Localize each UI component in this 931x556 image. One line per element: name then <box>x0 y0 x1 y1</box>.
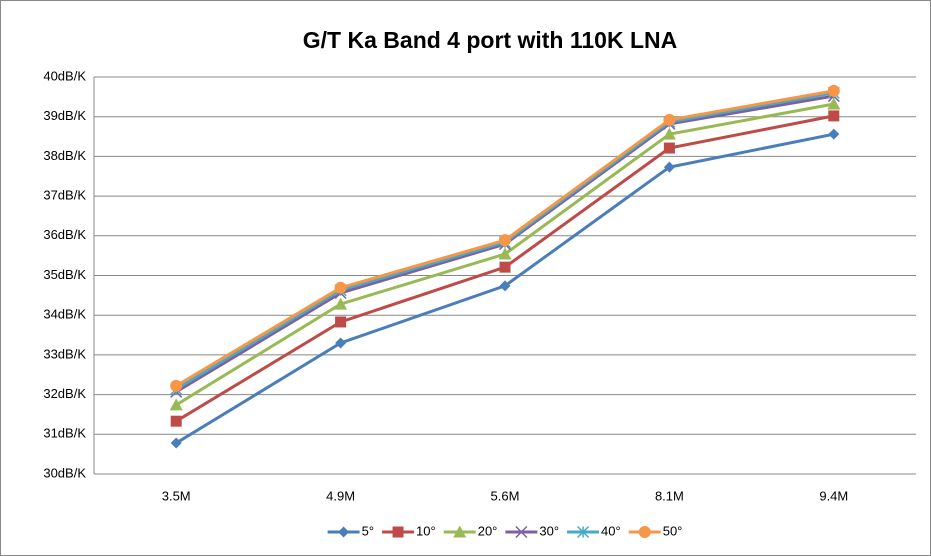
x-tick-label: 3.5M <box>162 488 191 503</box>
marker <box>515 525 528 539</box>
legend-item: 50° <box>628 523 683 538</box>
marker <box>453 525 467 538</box>
marker <box>170 379 183 392</box>
marker <box>338 526 350 538</box>
marker <box>577 525 590 539</box>
marker <box>334 297 348 310</box>
marker <box>170 437 182 449</box>
marker <box>827 97 841 110</box>
marker <box>828 128 840 140</box>
marker <box>499 280 511 292</box>
marker <box>663 142 675 154</box>
legend-item: 5° <box>327 523 374 538</box>
marker <box>335 316 347 328</box>
y-tick-label: 38dB/K <box>43 148 86 163</box>
legend-label: 30° <box>539 523 559 538</box>
y-tick-label: 32dB/K <box>43 386 86 401</box>
y-tick-label: 34dB/K <box>43 307 86 322</box>
marker <box>169 398 183 411</box>
legend-label: 10° <box>416 523 436 538</box>
marker <box>662 127 676 140</box>
marker <box>638 526 651 538</box>
legend-item: 20° <box>443 523 498 538</box>
x-tick-label: 5.6M <box>491 488 520 503</box>
marker <box>663 161 675 173</box>
marker <box>827 84 840 97</box>
marker <box>498 247 512 260</box>
y-tick-label: 39dB/K <box>43 108 86 123</box>
legend-item: 10° <box>382 523 436 538</box>
x-tick-label: 8.1M <box>655 488 684 503</box>
marker <box>499 234 511 247</box>
y-tick-label: 37dB/K <box>43 188 86 203</box>
legend-item: 40° <box>567 523 621 538</box>
marker <box>828 110 840 122</box>
marker <box>392 526 404 538</box>
x-tick-label: 9.4M <box>819 488 848 503</box>
chart-title: G/T Ka Band 4 port with 110K LNA <box>303 27 677 53</box>
marker <box>335 337 347 349</box>
y-tick-label: 31dB/K <box>43 426 86 441</box>
marker <box>170 415 182 427</box>
marker <box>499 261 511 273</box>
legend-item: 30° <box>505 523 559 538</box>
marker <box>334 281 347 294</box>
y-tick-label: 33dB/K <box>43 346 86 361</box>
y-tick-label: 35dB/K <box>43 267 86 282</box>
legend-label: 20° <box>478 523 498 538</box>
legend-label: 40° <box>601 523 621 538</box>
y-tick-label: 40dB/K <box>43 68 86 83</box>
y-tick-label: 36dB/K <box>43 227 86 242</box>
legend-label: 50° <box>663 523 683 538</box>
legend: 5° 10° 20° 30° 40° 50° <box>327 523 683 538</box>
legend-label: 5° <box>362 523 374 538</box>
x-tick-label: 4.9M <box>326 488 355 503</box>
marker <box>663 113 676 126</box>
y-tick-label: 30dB/K <box>43 465 86 480</box>
